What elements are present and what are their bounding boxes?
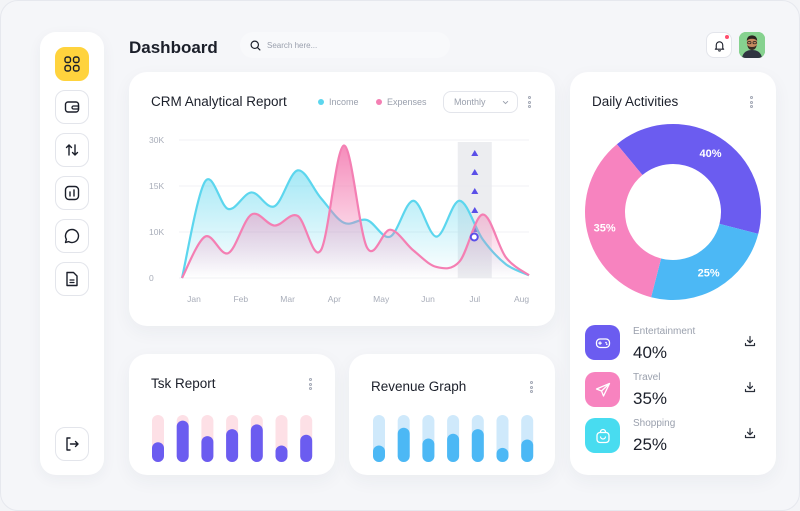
daily-activities-title: Daily Activities (592, 94, 679, 109)
logout-button[interactable] (55, 427, 89, 461)
sidebar-item-messages[interactable] (55, 219, 89, 253)
revenue-more-menu[interactable] (530, 381, 534, 395)
activity-label-entertainment: Entertainment (633, 326, 696, 337)
search-bar[interactable] (240, 32, 450, 58)
bell-icon (714, 40, 724, 52)
legend-expenses-label: Expenses (387, 97, 427, 107)
activity-value-travel: 35% (633, 389, 668, 408)
wallet-icon (64, 101, 80, 113)
y-tick-label: 15K (149, 181, 164, 191)
search-input[interactable] (267, 40, 437, 50)
donut-slice[interactable] (651, 223, 759, 300)
chat-icon (64, 228, 80, 244)
notifications-button[interactable] (706, 32, 732, 58)
period-select[interactable]: Monthly (443, 91, 518, 113)
travel-icon-tile (585, 372, 620, 407)
bar[interactable] (176, 420, 189, 462)
x-tick-label: Jan (187, 294, 201, 304)
bar[interactable] (152, 442, 164, 462)
send-icon (595, 382, 610, 397)
x-tick-label: Apr (328, 294, 341, 304)
y-tick-label: 10K (149, 227, 164, 237)
document-icon (66, 271, 78, 287)
crm-chart: 30K 15K 10K 0 Jan Feb Mar Apr May Jun Jul Aug (149, 135, 530, 304)
legend-income-swatch (318, 99, 324, 105)
bar[interactable] (471, 429, 484, 462)
daily-more-menu[interactable] (750, 96, 754, 110)
crm-report-title: CRM Analytical Report (151, 94, 287, 109)
sidebar-item-documents[interactable] (55, 262, 89, 296)
transfer-icon (65, 144, 79, 156)
legend-income: Income (318, 97, 359, 107)
crm-more-menu[interactable] (528, 96, 532, 110)
donut-slice-label: 25% (698, 267, 720, 279)
donut-slice-label: 35% (594, 222, 616, 234)
chevron-down-icon (502, 100, 509, 105)
sidebar (40, 32, 104, 475)
download-icon[interactable] (743, 380, 757, 394)
x-tick-label: Jul (469, 294, 480, 304)
bar[interactable] (422, 438, 435, 463)
bar[interactable] (496, 447, 509, 462)
donut-slice[interactable] (585, 144, 662, 298)
highlight-marker (471, 169, 479, 175)
revenue-bar-chart (373, 415, 534, 463)
activity-label-shopping: Shopping (633, 418, 676, 429)
daily-donut-chart: 40% 25% 35% (585, 123, 761, 300)
x-tick-label: Mar (280, 294, 295, 304)
series-area-expenses (182, 145, 529, 278)
gamepad-icon (595, 337, 610, 348)
sidebar-item-wallet[interactable] (55, 90, 89, 124)
logout-icon (66, 437, 79, 451)
page-title: Dashboard (129, 38, 218, 57)
shopping-bag-icon (595, 428, 610, 443)
y-tick-label: 30K (149, 135, 164, 145)
bar[interactable] (397, 427, 410, 462)
legend-expenses: Expenses (376, 97, 427, 107)
bar[interactable] (373, 445, 385, 462)
activity-value-entertainment: 40% (633, 343, 668, 362)
highlight-marker (471, 150, 479, 156)
activity-value-shopping: 25% (633, 435, 668, 454)
sidebar-item-dashboard[interactable] (55, 47, 89, 81)
search-icon (250, 40, 261, 50)
highlight-marker (471, 188, 479, 194)
bar[interactable] (275, 445, 288, 462)
sidebar-item-reports[interactable] (55, 176, 89, 210)
entertainment-icon-tile (585, 325, 620, 360)
x-tick-label: Jun (421, 294, 435, 304)
bar[interactable] (201, 436, 214, 462)
highlight-marker (471, 207, 479, 213)
avatar-image (739, 32, 765, 58)
legend-income-label: Income (329, 97, 359, 107)
revenue-graph-title: Revenue Graph (371, 379, 467, 394)
period-select-value: Monthly (454, 97, 486, 107)
focus-point[interactable] (469, 232, 479, 242)
x-tick-label: Feb (233, 294, 248, 304)
download-icon[interactable] (743, 426, 757, 440)
bar[interactable] (226, 429, 239, 462)
grid-icon (64, 56, 80, 72)
tsk-bar-chart (152, 415, 313, 462)
report-icon (64, 185, 80, 201)
tsk-report-title: Tsk Report (151, 376, 216, 391)
donut-slice[interactable] (616, 123, 761, 234)
legend-expenses-swatch (376, 99, 382, 105)
y-tick-label: 0 (149, 273, 154, 283)
series-line-expenses (181, 144, 530, 279)
download-icon[interactable] (743, 334, 757, 348)
bar[interactable] (447, 433, 460, 462)
notification-dot (725, 35, 729, 39)
bar[interactable] (250, 424, 263, 462)
x-tick-label: May (373, 294, 390, 304)
bar[interactable] (521, 439, 534, 462)
bar[interactable] (300, 434, 313, 462)
shopping-icon-tile (585, 418, 620, 453)
donut-slice-label: 40% (699, 148, 721, 160)
avatar[interactable] (739, 32, 765, 58)
activity-label-travel: Travel (633, 372, 661, 383)
x-tick-label: Aug (514, 294, 529, 304)
tsk-more-menu[interactable] (309, 378, 313, 392)
sidebar-item-transfer[interactable] (55, 133, 89, 167)
